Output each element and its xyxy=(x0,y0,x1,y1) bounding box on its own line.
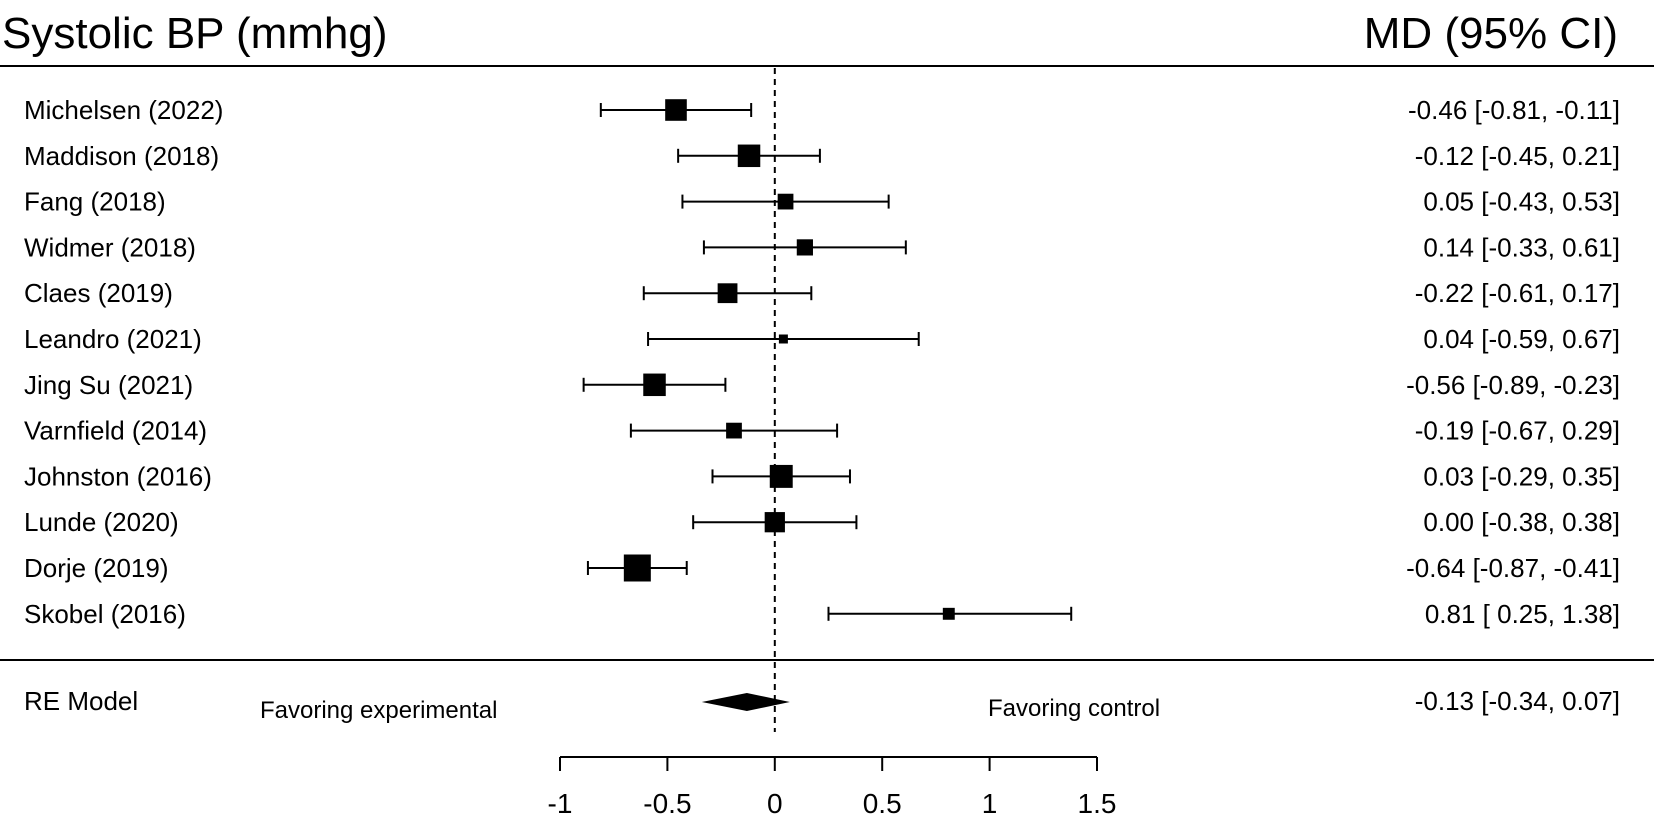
favoring-control-label: Favoring control xyxy=(988,695,1160,722)
x-tick-label: 0.5 xyxy=(863,788,902,819)
study-row: Claes (2019) -0.22 [-0.61, 0.17] xyxy=(24,278,1620,308)
study-label: Leandro (2021) xyxy=(24,324,202,354)
point-estimate-square xyxy=(777,193,794,210)
study-ci-text: -0.56 [-0.89, -0.23] xyxy=(1406,370,1620,400)
study-row: Jing Su (2021) -0.56 [-0.89, -0.23] xyxy=(24,370,1620,400)
study-label: Skobel (2016) xyxy=(24,599,186,629)
study-row: Michelsen (2022) -0.46 [-0.81, -0.11] xyxy=(24,95,1620,125)
study-ci-text: -0.22 [-0.61, 0.17] xyxy=(1415,278,1620,308)
study-label: Claes (2019) xyxy=(24,278,173,308)
point-estimate-square xyxy=(737,144,761,168)
x-tick-label: 0 xyxy=(767,788,783,819)
study-row: Skobel (2016) 0.81 [ 0.25, 1.38] xyxy=(24,599,1620,629)
study-row: Fang (2018) 0.05 [-0.43, 0.53] xyxy=(24,187,1620,217)
point-estimate-square xyxy=(769,464,793,488)
study-label: Fang (2018) xyxy=(24,187,166,217)
study-label: Dorje (2019) xyxy=(24,553,169,583)
chart-title: Systolic BP (mmhg) xyxy=(2,9,388,58)
study-ci-text: 0.00 [-0.38, 0.38] xyxy=(1423,507,1620,537)
favoring-experimental-label: Favoring experimental xyxy=(260,697,497,724)
study-label: Maddison (2018) xyxy=(24,141,219,171)
x-axis: -1 -0.5 0 0.5 1 1.5 xyxy=(548,756,1117,819)
study-rows: Michelsen (2022) -0.46 [-0.81, -0.11] Madd… xyxy=(24,95,1620,629)
study-ci-text: 0.05 [-0.43, 0.53] xyxy=(1423,187,1620,217)
study-row: Leandro (2021) 0.04 [-0.59, 0.67] xyxy=(24,324,1620,354)
point-estimate-square xyxy=(665,99,687,121)
study-ci-text: 0.14 [-0.33, 0.61] xyxy=(1423,232,1620,262)
study-row: Johnston (2016) 0.03 [-0.29, 0.35] xyxy=(24,461,1620,491)
point-estimate-square xyxy=(717,283,738,304)
study-label: Michelsen (2022) xyxy=(24,95,223,125)
point-estimate-square xyxy=(623,554,651,582)
study-ci-text: 0.81 [ 0.25, 1.38] xyxy=(1425,599,1620,629)
study-label: Johnston (2016) xyxy=(24,461,212,491)
study-ci-text: -0.12 [-0.45, 0.21] xyxy=(1415,141,1620,171)
study-ci-text: 0.04 [-0.59, 0.67] xyxy=(1423,324,1620,354)
summary-ci-text: -0.13 [-0.34, 0.07] xyxy=(1415,686,1620,716)
point-estimate-square xyxy=(764,512,785,533)
study-ci-text: 0.03 [-0.29, 0.35] xyxy=(1423,461,1620,491)
estimate-header: MD (95% CI) xyxy=(1364,9,1618,58)
x-tick-label: -0.5 xyxy=(643,788,691,819)
summary-row: RE Model -0.13 [-0.34, 0.07] xyxy=(24,686,1620,716)
study-label: Lunde (2020) xyxy=(24,507,179,537)
summary-diamond xyxy=(701,693,790,711)
study-row: Lunde (2020) 0.00 [-0.38, 0.38] xyxy=(24,507,1620,537)
study-label: Jing Su (2021) xyxy=(24,370,193,400)
point-estimate-square xyxy=(643,373,666,397)
study-ci-text: -0.19 [-0.67, 0.29] xyxy=(1415,416,1620,446)
summary-label: RE Model xyxy=(24,686,138,716)
study-row: Maddison (2018) -0.12 [-0.45, 0.21] xyxy=(24,141,1620,171)
x-tick-label: 1 xyxy=(982,788,998,819)
point-estimate-square xyxy=(778,334,788,344)
point-estimate-square xyxy=(942,607,955,620)
study-ci-text: -0.64 [-0.87, -0.41] xyxy=(1406,553,1620,583)
study-row: Varnfield (2014) -0.19 [-0.67, 0.29] xyxy=(24,416,1620,446)
x-tick-label: 1.5 xyxy=(1078,788,1117,819)
study-label: Widmer (2018) xyxy=(24,232,196,262)
study-row: Dorje (2019) -0.64 [-0.87, -0.41] xyxy=(24,553,1620,583)
point-estimate-square xyxy=(726,422,742,439)
study-label: Varnfield (2014) xyxy=(24,416,207,446)
study-ci-text: -0.46 [-0.81, -0.11] xyxy=(1408,95,1620,125)
study-row: Widmer (2018) 0.14 [-0.33, 0.61] xyxy=(24,232,1620,262)
point-estimate-square xyxy=(796,239,813,256)
x-tick-label: -1 xyxy=(548,788,573,819)
